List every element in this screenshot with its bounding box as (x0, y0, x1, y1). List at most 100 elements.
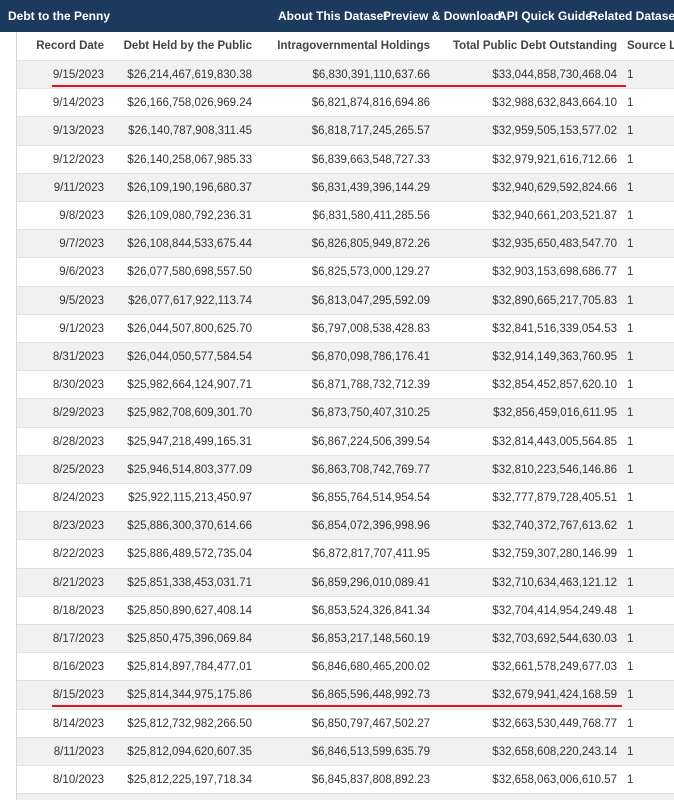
table-cell: $6,821,874,816,694.86 (311, 97, 430, 110)
table-cell: $32,810,223,546,146.86 (492, 463, 617, 476)
table-cell: $32,814,443,005,564.85 (492, 435, 617, 448)
table-cell: $6,854,072,396,998.96 (311, 520, 430, 533)
table-cell: 1 (627, 604, 634, 617)
table-cell: 9/12/2023 (52, 153, 104, 166)
table-cell: 8/17/2023 (52, 633, 104, 645)
table-cell: 1 (627, 97, 634, 110)
table-cell: $26,214,467,619,830.38 (127, 69, 252, 81)
table-row: 8/18/2023 $25,850,890,627,408.14 $6,853,52… (17, 597, 674, 625)
table-cell: $25,850,890,627,408.14 (127, 604, 252, 617)
table-cell: $32,903,153,698,686.77 (492, 266, 617, 279)
table-cell: 9/6/2023 (59, 266, 104, 279)
table-cell: 1 (627, 238, 634, 251)
table-cell: 9/5/2023 (59, 294, 104, 307)
nav-link[interactable]: Preview & Download (383, 9, 502, 23)
table-cell: $6,831,439,396,144.29 (311, 181, 430, 194)
column-header[interactable]: Intragovernmental Holdings (277, 40, 430, 52)
table-row: 8/16/2023 $25,814,897,784,477.01 $6,846,68… (17, 653, 674, 682)
table-cell: $32,777,879,728,405.51 (492, 492, 617, 504)
table-cell: 1 (627, 689, 634, 702)
table-cell: $32,658,063,006,610.57 (492, 774, 617, 786)
table-cell: $6,873,750,407,310.25 (311, 407, 430, 420)
table-cell: $32,935,650,483,547.70 (492, 238, 617, 251)
table-cell: $26,109,080,792,236.31 (127, 210, 252, 222)
table-cell: $6,870,098,786,176.41 (311, 351, 430, 363)
table-cell: $26,044,050,577,584.54 (127, 351, 252, 363)
table-cell: 8/18/2023 (52, 604, 104, 617)
table-row: 9/15/2023 $26,214,467,619,830.38 $6,830,39… (17, 61, 674, 90)
table-cell: 8/30/2023 (52, 379, 104, 392)
table-cell: $6,867,224,506,399.54 (311, 435, 430, 448)
table-row: 8/21/2023 $25,851,338,453,031.71 $6,859,29… (17, 568, 674, 597)
table-cell: $6,825,573,000,129.27 (311, 266, 430, 279)
table-cell: $32,940,661,203,521.87 (492, 210, 617, 222)
column-header[interactable]: Source Line Number (627, 40, 674, 52)
table-cell: $6,871,788,732,712.39 (311, 379, 430, 392)
table-cell: $25,851,338,453,031.71 (127, 576, 252, 589)
site-title[interactable]: Debt to the Penny (8, 9, 111, 23)
nav-link[interactable]: Related Datasets (589, 9, 674, 23)
table-cell: $6,826,805,949,872.26 (311, 238, 430, 251)
column-header[interactable]: Debt Held by the Public (123, 40, 252, 52)
column-header[interactable]: Total Public Debt Outstanding (453, 40, 617, 52)
table-cell: 8/14/2023 (52, 717, 104, 730)
table-row: 9/11/2023 $26,109,190,196,680.37 $6,831,43… (17, 173, 674, 202)
nav-link[interactable]: About This Dataset (278, 9, 388, 23)
table-cell: 1 (627, 322, 634, 335)
table-cell: $6,846,513,599,635.79 (311, 745, 430, 758)
table-cell: 1 (627, 379, 634, 392)
table-cell: $6,855,764,514,954.54 (311, 492, 430, 504)
table-cell: $25,812,732,982,266.50 (127, 717, 252, 730)
table-cell: $26,077,617,922,113.74 (128, 294, 252, 307)
table-cell: 8/28/2023 (52, 435, 104, 448)
table-cell: $25,982,708,609,301.70 (127, 407, 252, 420)
table-cell: $6,859,296,010,089.41 (311, 576, 430, 589)
table-cell: $25,886,489,572,735.04 (127, 548, 252, 561)
table-cell: $6,830,391,110,637.66 (312, 69, 430, 81)
table-cell: 1 (627, 661, 634, 674)
table-cell: $32,854,452,857,620.10 (492, 379, 617, 392)
table-cell: $6,845,837,808,892.23 (311, 774, 430, 786)
table-row: 8/15/2023 $25,814,344,975,175.86 $6,865,59… (17, 681, 674, 710)
table-cell: $6,813,047,295,592.09 (311, 294, 430, 307)
header-row: Record Date Debt Held by the Public Intrag… (17, 32, 674, 61)
table-cell: $25,982,664,124,907.71 (127, 379, 252, 392)
table-cell: $32,914,149,363,760.95 (492, 351, 617, 363)
nav-link[interactable]: API Quick Guide (498, 9, 593, 23)
table-cell: $32,940,629,592,824.66 (492, 181, 617, 194)
table-row: 9/6/2023 $26,077,580,698,557.50 $6,825,573… (17, 258, 674, 287)
table-row: 9/7/2023 $26,108,844,533,675.44 $6,826,805… (17, 230, 674, 259)
table-row: 8/10/2023 $25,812,225,197,718.34 $6,845,83… (17, 766, 674, 795)
table-cell: $32,703,692,544,630.03 (492, 633, 617, 645)
table-cell: 1 (627, 153, 634, 166)
table-cell: $6,846,680,465,200.02 (311, 661, 430, 674)
red-underline (52, 705, 622, 707)
table-cell: $25,814,897,784,477.01 (127, 661, 252, 674)
table-row: 8/14/2023 $25,812,732,982,266.50 $6,850,79… (17, 710, 674, 738)
table-cell: $25,812,094,620,607.35 (127, 745, 252, 758)
table-row: 9/12/2023 $26,140,258,067,985.33 $6,839,66… (17, 146, 674, 174)
table-row: 9/14/2023 $26,166,758,026,969.24 $6,821,87… (17, 89, 674, 118)
table-cell: $25,946,514,803,377.09 (127, 463, 252, 476)
table-cell: $6,853,217,148,560.19 (311, 633, 430, 645)
red-underline (52, 85, 626, 87)
table-cell: 8/10/2023 (52, 774, 104, 786)
table-cell: $6,850,797,467,502.27 (311, 717, 430, 730)
table-cell: 9/8/2023 (59, 210, 104, 222)
table-cell: 9/11/2023 (53, 181, 104, 194)
table-row: 8/11/2023 $25,812,094,620,607.35 $6,846,51… (17, 737, 674, 766)
table-cell: $25,812,225,197,718.34 (127, 774, 252, 786)
table-cell: 1 (627, 745, 634, 758)
table-cell: $26,077,580,698,557.50 (127, 266, 252, 279)
table-cell: $32,979,921,616,712.66 (492, 153, 617, 166)
table-cell: $26,109,190,196,680.37 (127, 181, 252, 194)
column-header[interactable]: Record Date (36, 40, 104, 52)
table-cell: $26,140,787,908,311.45 (128, 125, 252, 138)
table-cell: 8/24/2023 (52, 492, 104, 504)
table-cell: $6,831,580,411,285.56 (312, 210, 430, 222)
table-row: 8/28/2023 $25,947,218,499,165.31 $6,867,22… (17, 428, 674, 456)
table-row: 8/29/2023 $25,982,708,609,301.70 $6,873,75… (17, 399, 674, 428)
table-cell: 8/22/2023 (52, 548, 104, 561)
table-cell: $25,814,344,975,175.86 (127, 689, 252, 702)
table-cell: 9/15/2023 (52, 69, 104, 81)
